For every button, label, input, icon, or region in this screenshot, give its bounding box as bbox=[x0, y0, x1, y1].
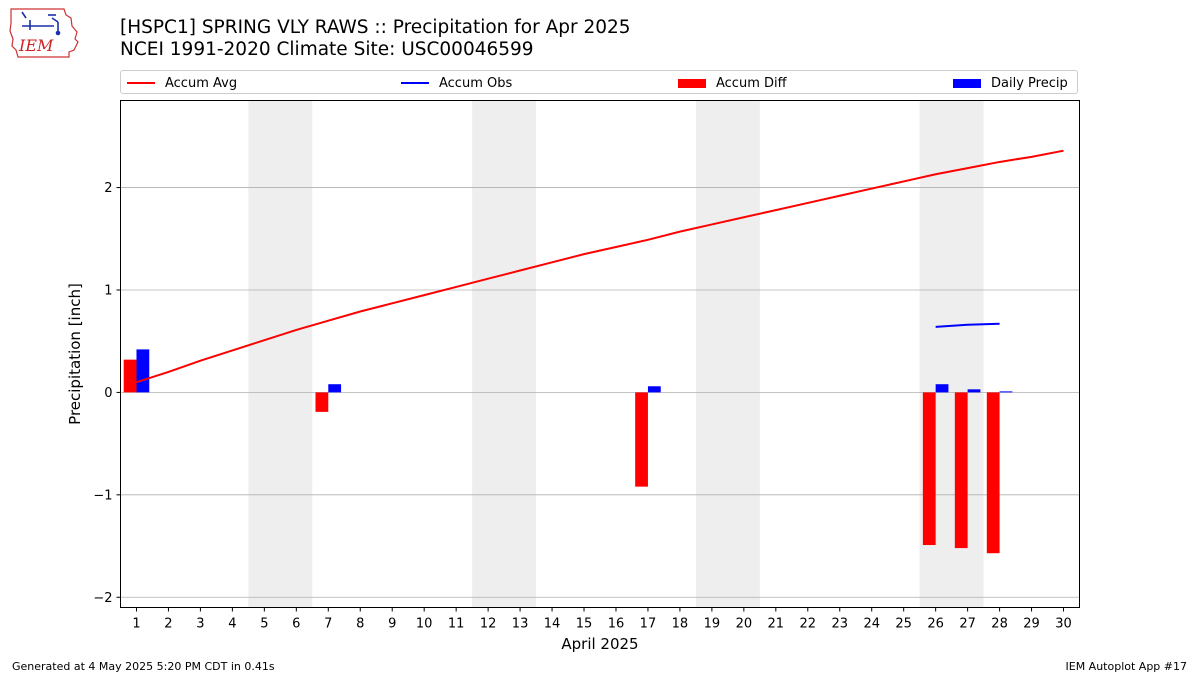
daily-precip-bar-day-7 bbox=[328, 384, 342, 393]
x-tick-label-19: 19 bbox=[704, 617, 721, 632]
x-tick-label-21: 21 bbox=[768, 617, 785, 632]
x-tick-label-9: 9 bbox=[388, 617, 396, 632]
daily-precip-bar-day-26 bbox=[935, 384, 949, 393]
y-tick-label-4: 2 bbox=[104, 181, 112, 196]
legend-item-accum-obs: Accum Obs bbox=[401, 74, 512, 92]
accum-obs-line bbox=[935, 322, 1000, 328]
y-axis-ticks: −2 −1 0 1 2 bbox=[93, 181, 121, 606]
x-tick-label-24: 24 bbox=[863, 617, 880, 632]
y-tick-label-1: −1 bbox=[93, 488, 112, 503]
legend-swatch-daily-precip bbox=[953, 78, 981, 88]
legend-item-accum-diff: Accum Diff bbox=[678, 74, 787, 92]
y-tick-label-3: 1 bbox=[104, 283, 112, 298]
accum-diff-bar-day-28 bbox=[986, 392, 1000, 554]
plot-frame bbox=[120, 100, 1080, 608]
x-tick-label-25: 25 bbox=[895, 617, 912, 632]
y-tick-label-2: 0 bbox=[104, 386, 112, 401]
x-axis-ticks: 1 2 3 4 5 6 7 8 9 10 11 12 13 14 15 16 17 18 19 20 21 22 23 24 2… bbox=[132, 607, 1072, 632]
y-axis-label: Precipitation [inch] bbox=[66, 283, 84, 425]
x-tick-label-4: 4 bbox=[228, 617, 236, 632]
accum-diff-bar-day-26 bbox=[922, 392, 936, 546]
accum-diff-bar-day-27 bbox=[954, 392, 968, 549]
legend-item-accum-avg: Accum Avg bbox=[127, 74, 237, 92]
legend: Accum Avg Accum Obs Accum Diff Daily Pre… bbox=[120, 70, 1078, 94]
x-tick-label-18: 18 bbox=[672, 617, 689, 632]
weekend-bands bbox=[248, 100, 984, 608]
footer-app: IEM Autoplot App #17 bbox=[1065, 660, 1188, 673]
bars bbox=[123, 349, 1013, 554]
legend-label-accum-diff: Accum Diff bbox=[716, 75, 787, 91]
x-tick-label-5: 5 bbox=[260, 617, 268, 632]
daily-precip-bar-day-27 bbox=[967, 389, 981, 393]
weekend-band-2 bbox=[695, 100, 760, 608]
x-tick-label-27: 27 bbox=[959, 617, 976, 632]
footer-generated: Generated at 4 May 2025 5:20 PM CDT in 0… bbox=[12, 660, 275, 673]
x-tick-label-10: 10 bbox=[416, 617, 433, 632]
series-lines bbox=[136, 149, 1064, 384]
x-tick-label-7: 7 bbox=[324, 617, 332, 632]
x-tick-label-15: 15 bbox=[576, 617, 593, 632]
legend-swatch-accum-avg bbox=[127, 82, 155, 84]
x-tick-label-26: 26 bbox=[927, 617, 944, 632]
x-tick-label-2: 2 bbox=[164, 617, 172, 632]
chart-subtitle: NCEI 1991-2020 Climate Site: USC00046599 bbox=[120, 39, 534, 60]
legend-swatch-accum-diff bbox=[678, 78, 706, 88]
x-tick-label-1: 1 bbox=[132, 617, 140, 632]
chart-title: [HSPC1] SPRING VLY RAWS :: Precipitation… bbox=[120, 17, 631, 38]
x-tick-label-30: 30 bbox=[1055, 617, 1072, 632]
y-tick-label-0: −2 bbox=[93, 591, 112, 606]
x-tick-label-6: 6 bbox=[292, 617, 300, 632]
grid-lines bbox=[120, 187, 1080, 598]
x-tick-label-3: 3 bbox=[196, 617, 204, 632]
accum-diff-bar-day-1 bbox=[123, 359, 137, 393]
daily-precip-bar-day-17 bbox=[647, 386, 661, 393]
title-block: [HSPC1] SPRING VLY RAWS :: Precipitation… bbox=[120, 17, 631, 61]
accum-diff-bar-day-7 bbox=[315, 392, 329, 412]
x-tick-label-14: 14 bbox=[544, 617, 561, 632]
x-tick-label-17: 17 bbox=[640, 617, 657, 632]
accum-diff-bar-day-17 bbox=[635, 392, 648, 487]
legend-swatch-accum-obs bbox=[401, 82, 429, 84]
daily-precip-bar-day-28 bbox=[999, 391, 1013, 393]
legend-label-accum-obs: Accum Obs bbox=[439, 75, 513, 91]
weekend-band-1 bbox=[472, 100, 537, 608]
x-axis-label: April 2025 bbox=[561, 635, 638, 653]
legend-label-accum-avg: Accum Avg bbox=[165, 75, 238, 91]
x-tick-label-20: 20 bbox=[736, 617, 753, 632]
x-tick-label-8: 8 bbox=[356, 617, 364, 632]
x-tick-label-16: 16 bbox=[608, 617, 625, 632]
logo-text: IEM bbox=[18, 36, 54, 55]
x-tick-label-11: 11 bbox=[448, 617, 465, 632]
iem-logo: IEM bbox=[8, 6, 80, 62]
daily-precip-bar-day-1 bbox=[136, 349, 150, 393]
legend-item-daily-precip: Daily Precip bbox=[953, 74, 1068, 92]
x-tick-label-13: 13 bbox=[512, 617, 529, 632]
x-tick-label-23: 23 bbox=[831, 617, 848, 632]
accum-avg-line bbox=[136, 149, 1064, 384]
x-tick-label-12: 12 bbox=[480, 617, 497, 632]
legend-label-daily-precip: Daily Precip bbox=[991, 75, 1068, 91]
weekend-band-0 bbox=[248, 100, 313, 608]
x-tick-label-29: 29 bbox=[1023, 617, 1040, 632]
x-tick-label-22: 22 bbox=[800, 617, 817, 632]
x-tick-label-28: 28 bbox=[991, 617, 1008, 632]
